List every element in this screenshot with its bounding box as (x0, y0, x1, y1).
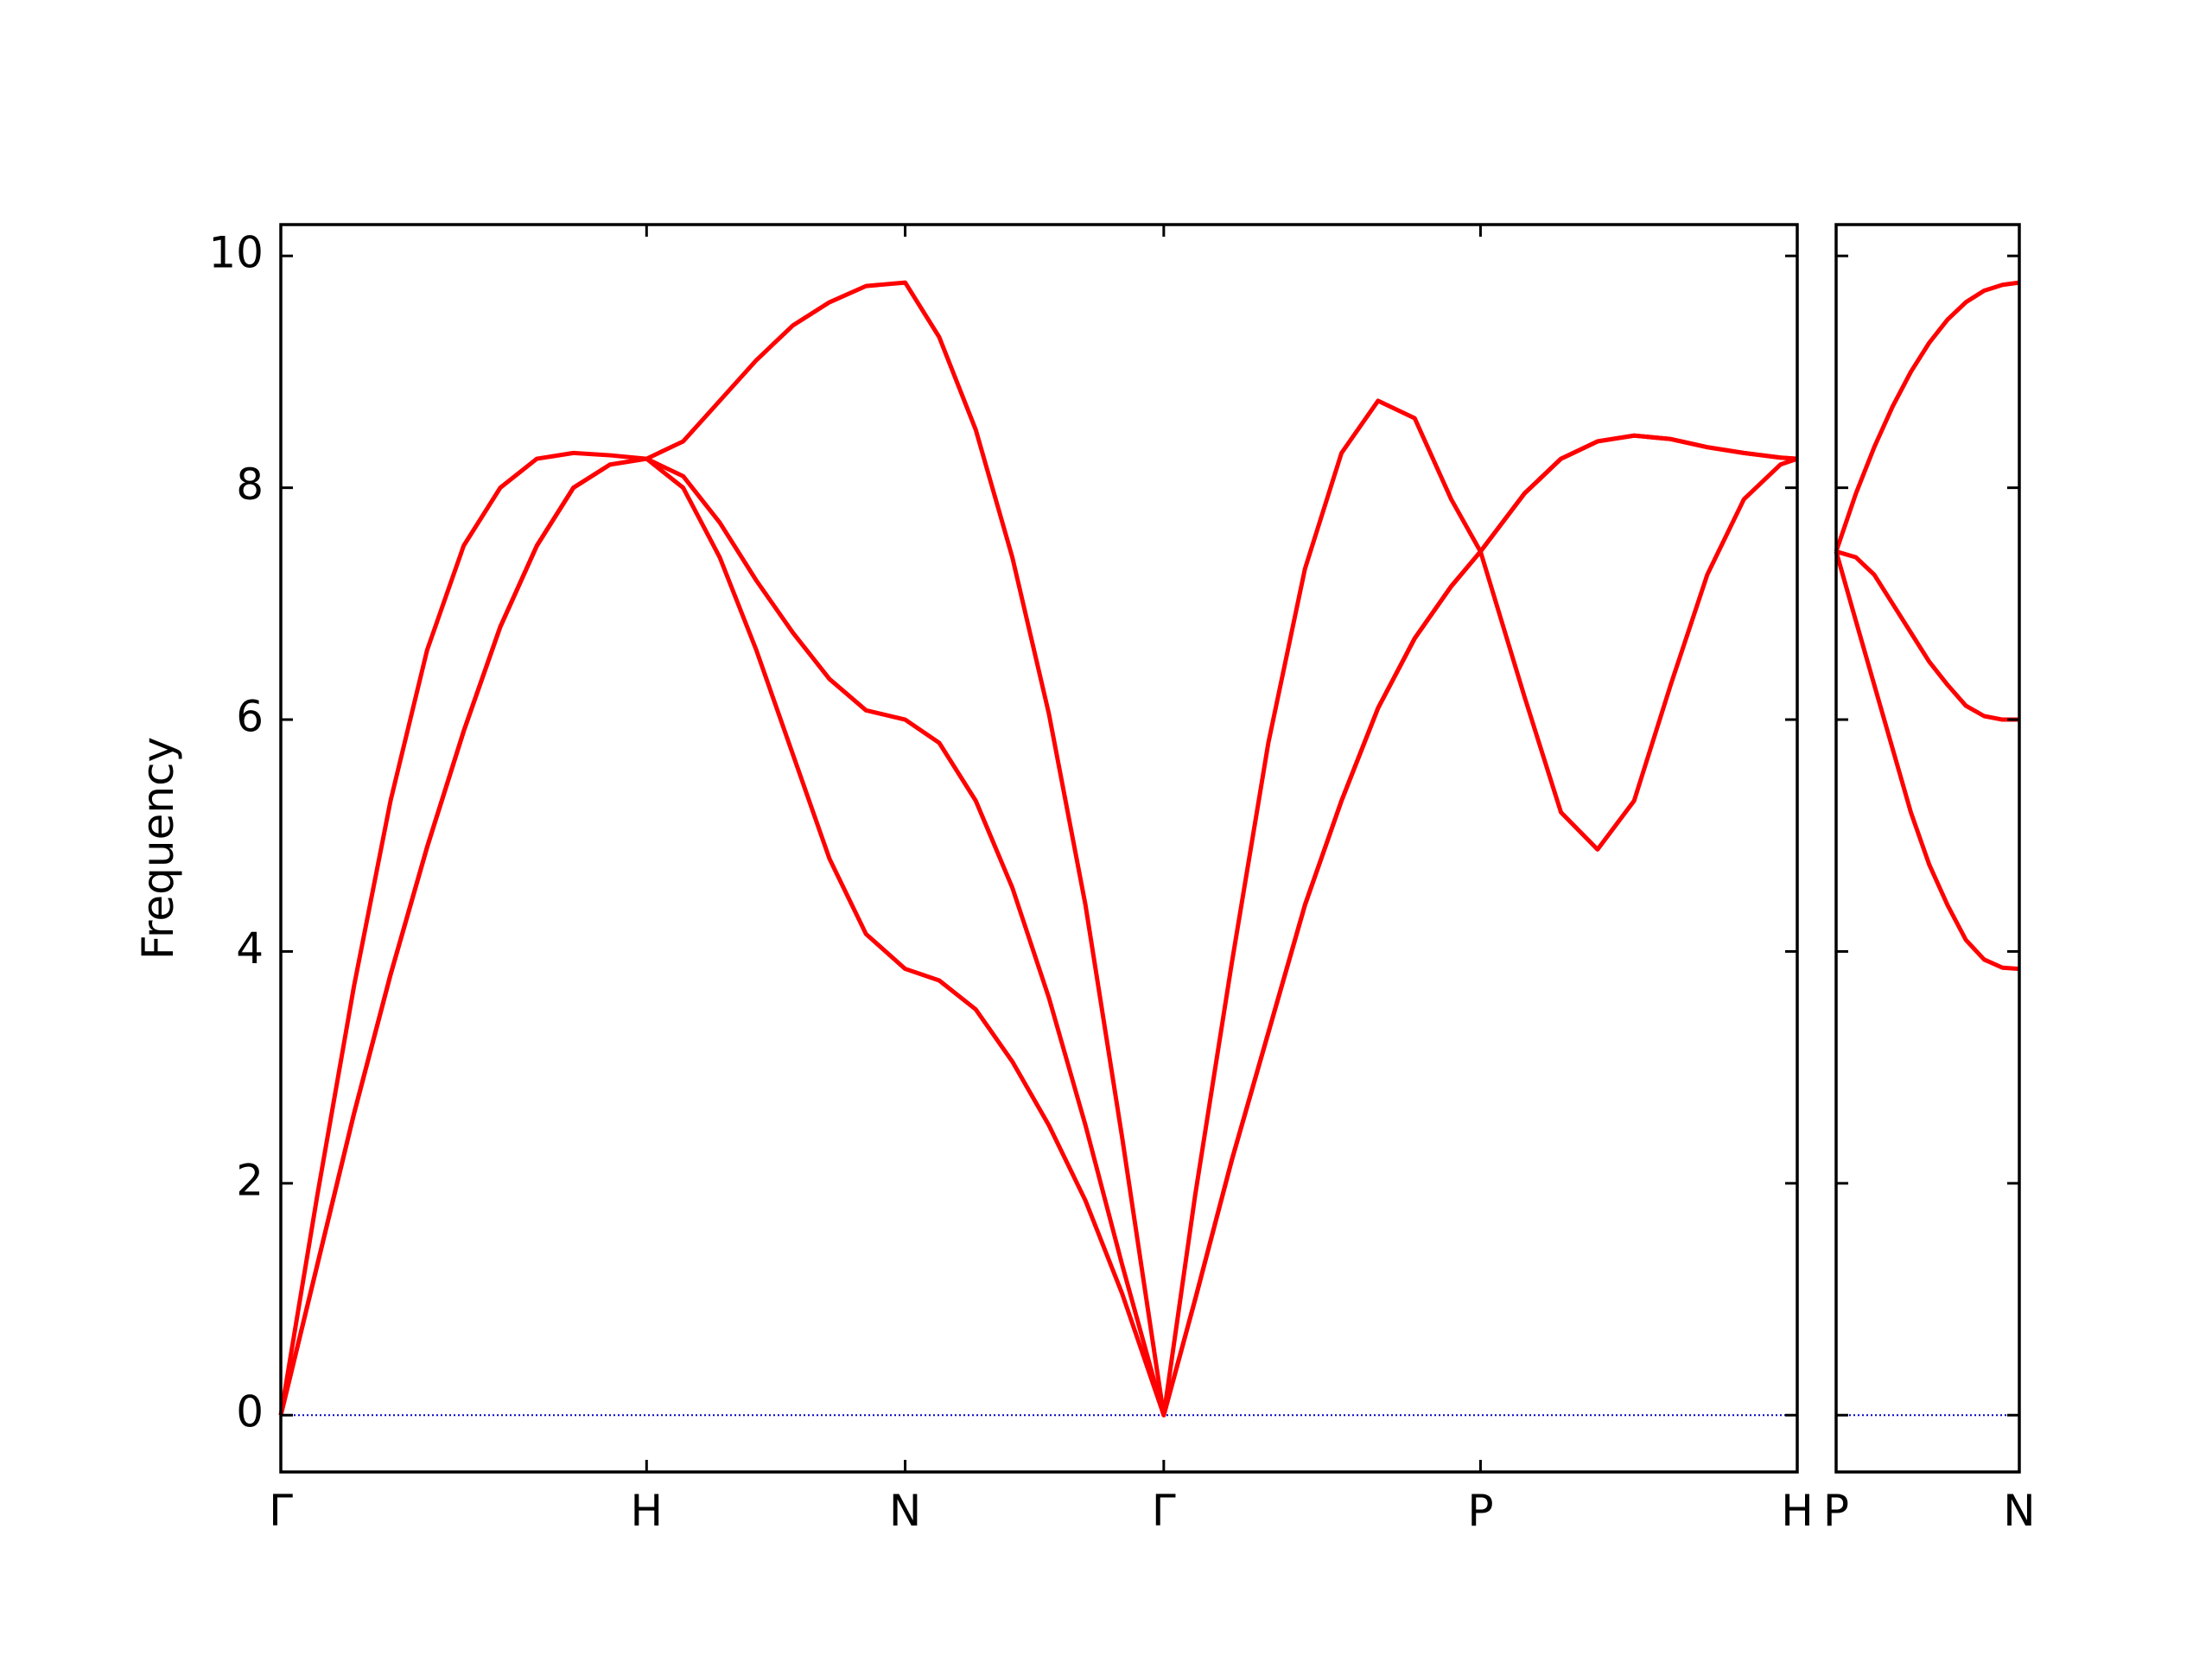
y-tick-label: 8 (236, 460, 264, 510)
x-tick-label: Γ (269, 1486, 293, 1536)
band-line (1834, 550, 2020, 972)
y-tick-label: 2 (236, 1155, 264, 1205)
y-axis-label: Frequency (133, 737, 183, 960)
x-tick-label: Γ (1152, 1486, 1176, 1536)
plot-frame (279, 223, 1799, 1474)
y-tick-label: 0 (236, 1387, 264, 1437)
y-tick-label: 4 (236, 923, 264, 974)
band-line (278, 433, 1798, 1418)
plot-frame (1834, 223, 2021, 1474)
x-tick-label: N (2003, 1486, 2035, 1536)
band-line (1834, 280, 2020, 553)
x-tick-label: N (889, 1486, 921, 1536)
band-line (278, 280, 1798, 1418)
x-tick-label: P (1467, 1486, 1493, 1536)
band-line (1835, 549, 2019, 722)
y-tick-label: 6 (236, 692, 264, 742)
band-line (278, 433, 1798, 1418)
x-tick-label: H (1781, 1486, 1814, 1536)
x-tick-label: P (1823, 1486, 1849, 1536)
y-tick-label: 10 (208, 228, 264, 278)
x-tick-label: H (630, 1486, 663, 1536)
